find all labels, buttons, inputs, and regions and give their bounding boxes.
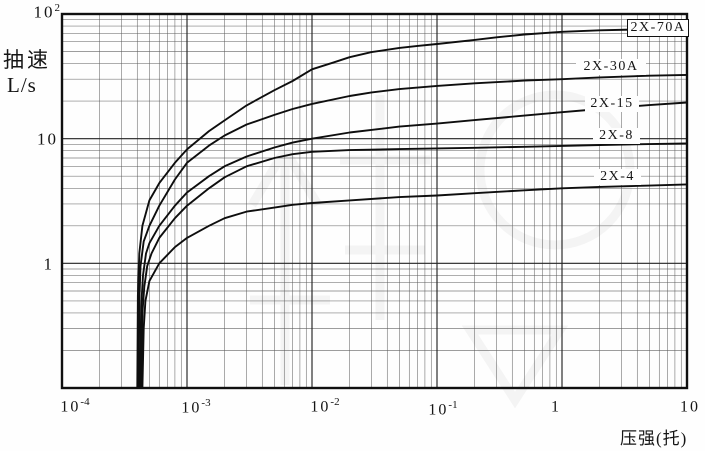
y-tick-10: 10 [37, 129, 58, 149]
curve-label-2x-30a: 2X-30A [576, 59, 646, 75]
curve-label-2x-15: 2X-15 [585, 96, 639, 112]
curve-2x-8 [140, 142, 688, 389]
x-axis-title: 压强(托) [620, 429, 688, 448]
curves [136, 27, 688, 389]
grid-major [62, 14, 687, 388]
curve-2x-70a [136, 27, 688, 389]
curve-label-2x-4: 2X-4 [594, 169, 641, 185]
plot-border [60, 12, 689, 390]
curve-2x-15 [138, 101, 688, 389]
curve-2x-4 [141, 183, 688, 389]
grid-minor [62, 14, 687, 388]
watermark [248, 90, 635, 409]
x-tick-1: 1 [551, 398, 561, 416]
y-axis-title: 抽速 [3, 48, 51, 72]
curve-label-2x-70a: 2X-70A [627, 19, 689, 37]
x-tick-1e-1: 10-1 [428, 399, 458, 419]
x-tick-1e-3: 10-3 [181, 397, 211, 417]
x-tick-10: 10 [680, 398, 700, 416]
y-tick-1: 1 [43, 254, 54, 274]
x-tick-1e-4: 10-4 [60, 396, 90, 416]
curve-2x-30a [137, 73, 688, 389]
curve-label-2x-8: 2X-8 [593, 128, 640, 144]
x-tick-1e-2: 10-2 [310, 396, 340, 416]
y-tick-100: 102 [33, 2, 61, 22]
y-axis-unit: L/s [7, 73, 37, 97]
